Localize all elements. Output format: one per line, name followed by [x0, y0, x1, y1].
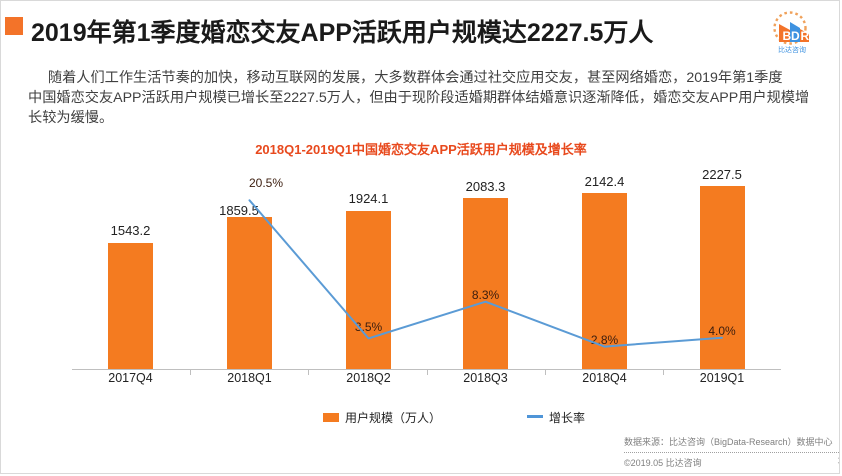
- svg-text:D: D: [791, 29, 800, 43]
- svg-text:R: R: [801, 29, 810, 43]
- svg-text:比达咨询: 比达咨询: [778, 45, 806, 54]
